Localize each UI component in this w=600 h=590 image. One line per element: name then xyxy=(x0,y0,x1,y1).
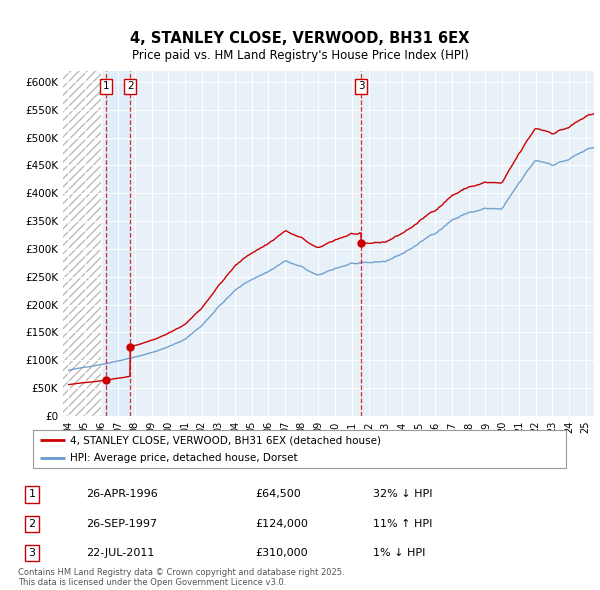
Text: 1% ↓ HPI: 1% ↓ HPI xyxy=(373,548,425,558)
Text: HPI: Average price, detached house, Dorset: HPI: Average price, detached house, Dors… xyxy=(71,453,298,463)
Text: 1: 1 xyxy=(103,81,110,91)
FancyBboxPatch shape xyxy=(33,430,566,468)
Text: Contains HM Land Registry data © Crown copyright and database right 2025.
This d: Contains HM Land Registry data © Crown c… xyxy=(18,568,344,587)
Text: £124,000: £124,000 xyxy=(255,519,308,529)
Text: 2: 2 xyxy=(127,81,134,91)
Text: 4, STANLEY CLOSE, VERWOOD, BH31 6EX: 4, STANLEY CLOSE, VERWOOD, BH31 6EX xyxy=(130,31,470,46)
Text: 3: 3 xyxy=(358,81,364,91)
Text: 4, STANLEY CLOSE, VERWOOD, BH31 6EX (detached house): 4, STANLEY CLOSE, VERWOOD, BH31 6EX (det… xyxy=(71,435,382,445)
Text: £64,500: £64,500 xyxy=(255,490,301,499)
Text: £310,000: £310,000 xyxy=(255,548,308,558)
Text: 3: 3 xyxy=(29,548,35,558)
Text: 26-APR-1996: 26-APR-1996 xyxy=(86,490,157,499)
Bar xyxy=(63,71,101,416)
Text: 22-JUL-2011: 22-JUL-2011 xyxy=(86,548,154,558)
Text: Price paid vs. HM Land Registry's House Price Index (HPI): Price paid vs. HM Land Registry's House … xyxy=(131,49,469,62)
Text: 1: 1 xyxy=(29,490,35,499)
Text: 26-SEP-1997: 26-SEP-1997 xyxy=(86,519,157,529)
Text: 11% ↑ HPI: 11% ↑ HPI xyxy=(373,519,433,529)
Text: 32% ↓ HPI: 32% ↓ HPI xyxy=(373,490,433,499)
Bar xyxy=(106,71,130,416)
Text: 2: 2 xyxy=(29,519,35,529)
